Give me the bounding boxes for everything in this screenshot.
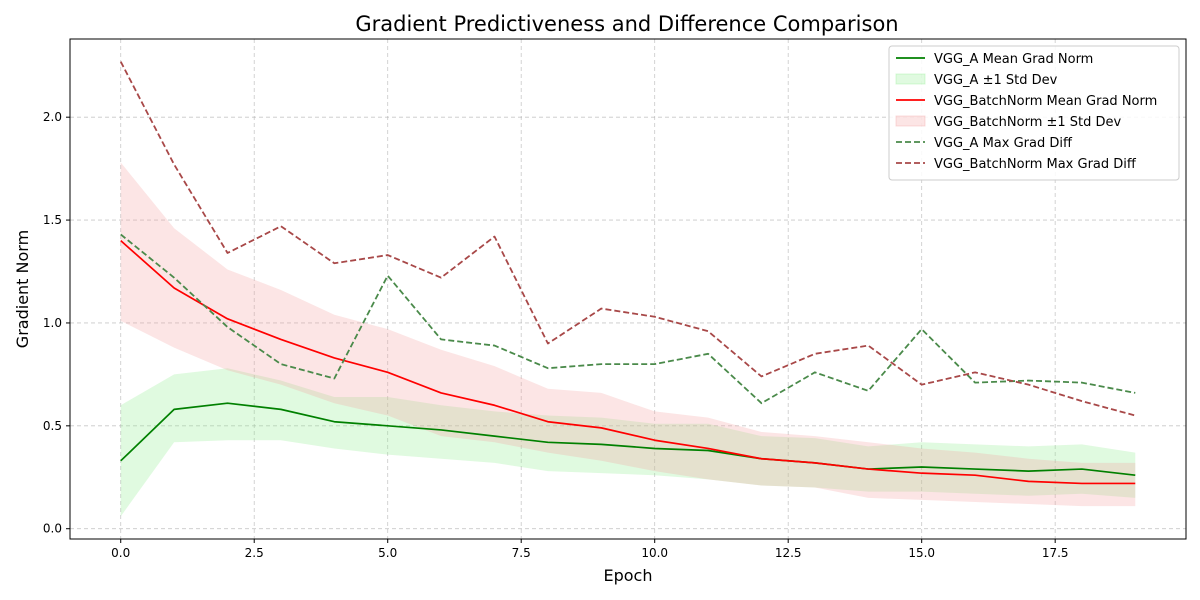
- vgg-a-max-grad-diff-line: [120, 233, 1136, 405]
- x-tick-label: 10.0: [641, 546, 668, 560]
- x-axis-label: Epoch: [604, 566, 653, 585]
- legend-label: VGG_A Mean Grad Norm: [934, 52, 1093, 67]
- legend-entry: VGG_BatchNorm Mean Grad Norm: [896, 94, 1157, 109]
- y-tick-label: 0.5: [43, 419, 62, 433]
- vgg-a-1-std-dev-band: [120, 368, 1136, 517]
- y-axis-ticks: 0.0 0.5 1.0 1.5 2.0: [43, 110, 70, 536]
- legend-label: VGG_BatchNorm Max Grad Diff: [934, 157, 1137, 172]
- bands: [120, 162, 1136, 517]
- legend-swatch: [895, 73, 926, 85]
- legend-box: [888, 45, 1180, 181]
- x-tick-label: 15.0: [908, 546, 935, 560]
- legend-label: VGG_A Max Grad Diff: [934, 136, 1073, 151]
- series-lines: [119, 61, 1136, 485]
- legend: VGG_A Mean Grad Norm VGG_A ±1 Std Dev VGG_…: [888, 45, 1180, 181]
- vgg-batchnorm-mean-grad-norm-line: [120, 240, 1136, 485]
- x-axis-ticks: 0.0 2.5 5.0 7.5 10.0 12.5 15.0 17.5: [111, 539, 1069, 560]
- x-tick-label: 7.5: [512, 546, 531, 560]
- vgg-batchnorm-1-std-dev-band: [120, 162, 1136, 507]
- y-tick-label: 1.5: [43, 213, 62, 227]
- y-tick-label: 0.0: [43, 522, 62, 536]
- legend-label: VGG_A ±1 Std Dev: [934, 73, 1058, 88]
- legend-entry: VGG_BatchNorm Max Grad Diff: [896, 157, 1137, 172]
- plot-frame: [69, 38, 1187, 540]
- legend-swatch: [895, 115, 926, 127]
- y-tick-label: 1.0: [43, 316, 62, 330]
- vgg-a-mean-grad-norm-line: [120, 402, 1136, 477]
- legend-label: VGG_BatchNorm Mean Grad Norm: [934, 94, 1157, 109]
- legend-entry: VGG_A Max Grad Diff: [896, 136, 1073, 151]
- legend-label: VGG_BatchNorm ±1 Std Dev: [934, 115, 1122, 130]
- x-tick-label: 5.0: [378, 546, 397, 560]
- legend-entry: VGG_BatchNorm ±1 Std Dev: [895, 115, 1122, 130]
- legend-entry: VGG_A Mean Grad Norm: [896, 52, 1093, 67]
- x-tick-label: 12.5: [775, 546, 802, 560]
- chart-title: Gradient Predictiveness and Difference C…: [355, 12, 898, 36]
- x-tick-label: 2.5: [245, 546, 264, 560]
- x-tick-label: 0.0: [111, 546, 130, 560]
- x-tick-label: 17.5: [1042, 546, 1069, 560]
- vgg-batchnorm-max-grad-diff-line: [119, 61, 1136, 417]
- legend-entry: VGG_A ±1 Std Dev: [895, 73, 1058, 88]
- y-axis-label: Gradient Norm: [13, 230, 32, 348]
- y-tick-label: 2.0: [43, 110, 62, 124]
- grid: [70, 39, 1186, 539]
